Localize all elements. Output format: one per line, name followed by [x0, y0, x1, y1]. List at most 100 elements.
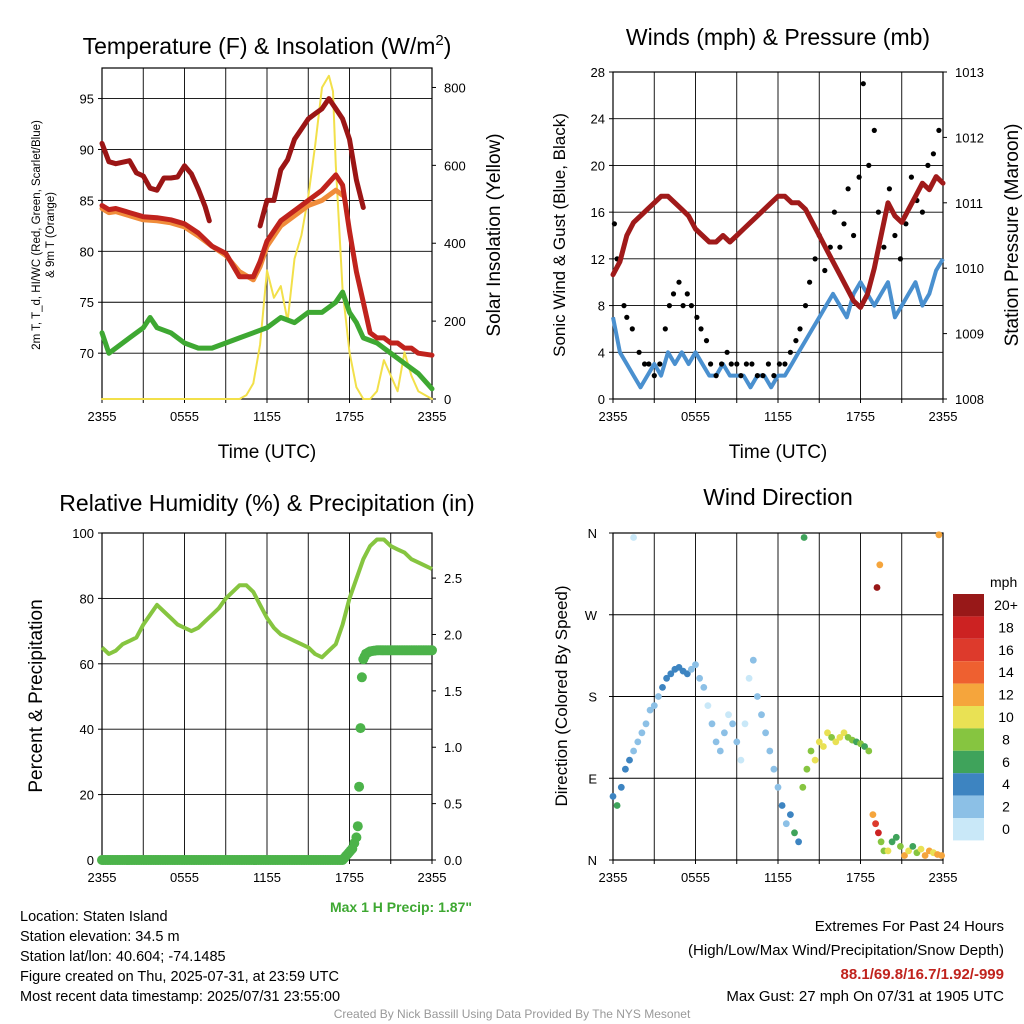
gust-point: [676, 279, 682, 285]
gust-point: [841, 221, 847, 227]
extremes-subheading: (High/Low/Max Wind/Precipitation/Snow De…: [688, 942, 1004, 959]
gust-point: [892, 232, 898, 239]
x-tick-label: 0555: [170, 870, 199, 885]
y2-tick-label: 0: [444, 392, 451, 407]
legend-label: 0: [1002, 821, 1010, 837]
direction-point: [733, 738, 741, 746]
direction-point: [696, 674, 703, 682]
gust-point: [694, 314, 700, 320]
gust-point: [897, 256, 904, 262]
direction-point: [778, 802, 786, 809]
direction-point: [901, 852, 908, 859]
gust-point: [657, 361, 663, 367]
legend-label: 4: [1002, 776, 1010, 792]
legend-swatch: [953, 773, 984, 796]
x-axis-label: Time (UTC): [218, 442, 317, 463]
y-axis-label-line1: 2m T, T_d, HI/WC (Red, Green, Scarlet/Bl…: [31, 120, 43, 350]
direction-point: [905, 847, 912, 855]
gust-point: [765, 361, 772, 367]
info-elevation: Station elevation: 34.5 m: [20, 929, 180, 945]
y-axis-label: Direction (Colored By Speed): [552, 585, 571, 806]
direction-point: [861, 743, 868, 750]
direction-point: [836, 734, 844, 741]
legend-swatch: [953, 616, 984, 639]
y2-tick-label: 1009: [955, 327, 984, 342]
credit-line: Created By Nick Bassill Using Data Provi…: [333, 1007, 691, 1021]
x-tick-label: 1155: [253, 409, 281, 424]
legend-swatch: [953, 661, 984, 684]
direction-point: [630, 747, 637, 755]
y-tick-label: 8: [598, 299, 605, 314]
x-axis-label: Time (UTC): [729, 442, 828, 463]
direction-point: [888, 838, 896, 846]
direction-point: [820, 743, 827, 750]
direction-point: [840, 729, 848, 737]
gust-point: [812, 256, 818, 262]
gust-point: [698, 326, 704, 332]
gust-point: [666, 303, 673, 309]
direction-point: [754, 693, 761, 700]
direction-point: [741, 720, 749, 728]
series-dewpoint: [99, 289, 435, 392]
direction-point: [692, 661, 699, 669]
legend-label: 8: [1002, 731, 1010, 747]
direction-point: [884, 847, 892, 855]
y2-axis-label: Solar Insolation (Yellow): [484, 133, 505, 336]
gust-point: [611, 221, 618, 227]
gust-point: [845, 186, 851, 192]
gust-point: [837, 244, 843, 250]
direction-point: [811, 756, 819, 764]
legend-label: 18: [998, 619, 1014, 635]
x-tick-label: 0555: [681, 870, 710, 885]
precip-point: [427, 645, 437, 656]
direction-point: [663, 674, 670, 682]
gust-point: [881, 244, 887, 250]
y-tick-label: N: [588, 526, 597, 541]
direction-point: [892, 833, 900, 841]
direction-point: [745, 674, 753, 682]
gust-point: [930, 151, 937, 157]
direction-point: [774, 783, 782, 791]
gust-point: [728, 361, 734, 367]
precip-point: [352, 821, 363, 832]
gust-point: [807, 279, 813, 285]
gust-point: [925, 162, 931, 168]
gust-point: [651, 373, 657, 379]
direction-point: [630, 534, 637, 541]
direction-point: [824, 729, 831, 737]
info-latlon: Station lat/lon: 40.604; -74.1485: [20, 949, 226, 965]
panel-1: 2355 0555 1155 1755 2355 0 4 8 12 16 20 24 28 1008 100…: [550, 24, 1023, 463]
gust-point: [713, 373, 719, 379]
legend-swatch: [953, 706, 984, 729]
direction-point: [655, 693, 662, 700]
y2-tick-label: 400: [444, 236, 466, 251]
chart-title: Wind Direction: [703, 484, 853, 510]
y2-tick-label: 1011: [955, 196, 983, 211]
y-tick-label: N: [588, 853, 597, 868]
gust-point: [743, 361, 750, 367]
direction-point: [799, 783, 807, 791]
direction-point: [704, 702, 712, 709]
direction-point: [622, 765, 629, 773]
y-tick-label: 0: [87, 853, 94, 868]
direction-point: [638, 729, 646, 737]
legend-swatch: [953, 795, 984, 818]
x-tick-label: 1755: [335, 409, 364, 424]
y2-tick-label: 1012: [955, 130, 984, 145]
direction-point: [921, 852, 929, 859]
direction-point: [876, 561, 884, 569]
gust-point: [875, 209, 882, 215]
direction-point: [800, 534, 808, 541]
x-tick-label: 2355: [599, 870, 628, 885]
gust-point: [760, 373, 766, 379]
direction-point: [634, 738, 642, 746]
gust-point: [871, 127, 877, 133]
y-tick-label: 24: [591, 112, 605, 127]
gust-point: [724, 349, 730, 355]
gust-point: [734, 361, 740, 367]
y-tick-label: 16: [591, 205, 605, 220]
legend-label: 20+: [994, 597, 1018, 613]
y-tick-label: 28: [591, 65, 605, 80]
gust-point: [621, 303, 627, 309]
